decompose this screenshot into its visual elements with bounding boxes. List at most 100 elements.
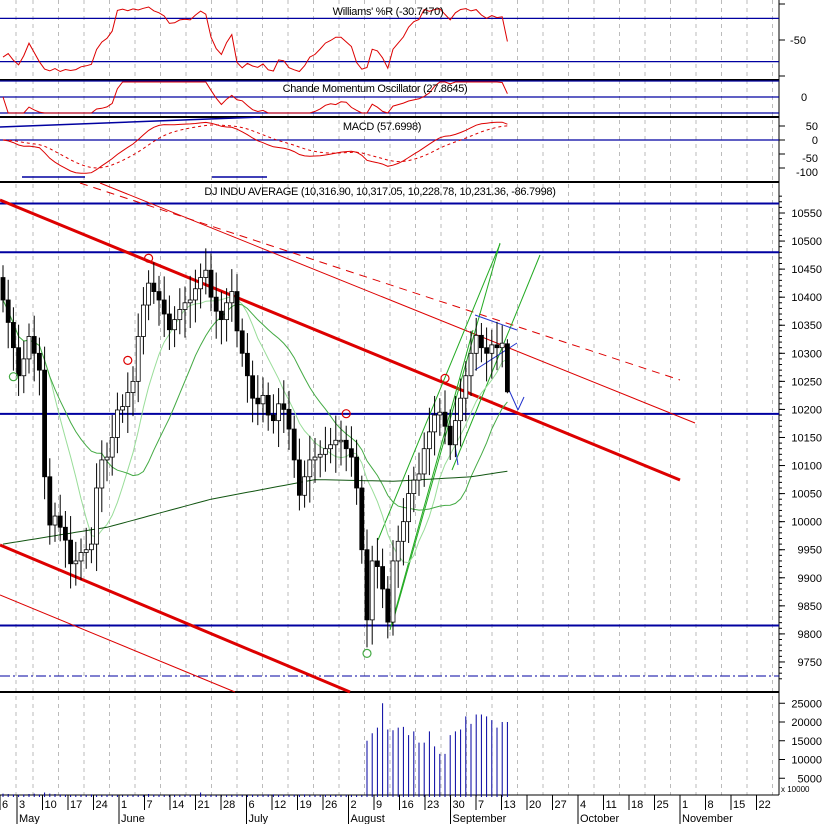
price-tick-label: 9850 <box>798 601 822 613</box>
candle-body <box>203 269 209 278</box>
signal-hand-icon <box>8 372 18 382</box>
macd-tick-label: -50 <box>802 153 818 165</box>
date-label: 25 <box>657 799 669 811</box>
candle-body <box>166 313 172 331</box>
candle-body <box>208 269 214 298</box>
candle-body <box>286 409 292 430</box>
date-label: 21 <box>198 799 210 811</box>
candle-body <box>421 448 427 475</box>
volume-tick-label: 25000 <box>791 698 822 710</box>
candle-body <box>452 420 458 446</box>
candle-body <box>31 336 37 354</box>
date-label: 19 <box>300 799 312 811</box>
candle-body <box>400 521 406 542</box>
date-label: 30 <box>453 799 465 811</box>
candle-body <box>42 369 47 478</box>
candle-body <box>63 526 68 541</box>
date-label: 1 <box>121 799 127 811</box>
candle-body <box>78 552 84 562</box>
candle-body <box>255 397 261 405</box>
macd-signal-line <box>2 124 508 169</box>
candle-body <box>302 476 308 496</box>
price-tick-label: 10200 <box>791 404 822 416</box>
candle-body <box>458 397 464 422</box>
date-label: 12 <box>274 799 286 811</box>
price-tick-label: 9900 <box>798 573 822 585</box>
candle-body <box>26 336 32 360</box>
candle-body <box>437 411 443 416</box>
candle-body <box>244 352 250 377</box>
candle-body <box>47 476 53 526</box>
candle-body <box>73 560 79 565</box>
date-label: 27 <box>555 799 567 811</box>
candle-body <box>94 487 99 545</box>
candle-body <box>333 439 339 446</box>
macd-panel <box>0 116 779 178</box>
date-label: 1 <box>682 799 688 811</box>
candle-body <box>468 352 474 377</box>
candle-body <box>385 588 391 623</box>
month-label: October <box>580 813 619 824</box>
price-tick-label: 10250 <box>791 376 822 388</box>
date-label: 6 <box>249 799 255 811</box>
macd-tick-label: 0 <box>812 135 818 147</box>
volume-tick-label: 10000 <box>791 755 822 767</box>
candle-body <box>270 414 276 422</box>
channel-line <box>389 329 474 631</box>
candle-body <box>156 291 162 301</box>
candle-body <box>125 392 131 408</box>
candle-body <box>151 282 157 292</box>
price-tick-label: 9950 <box>798 545 822 557</box>
candle-body <box>146 282 152 306</box>
price-tick-label: 10400 <box>791 292 822 304</box>
candle-body <box>406 493 412 523</box>
candle-body <box>489 344 495 354</box>
price-tick-label: 10300 <box>791 348 822 360</box>
signal-hand-icon <box>144 253 154 263</box>
volume-unit-label: x 10000 <box>781 785 810 794</box>
date-label: 8 <box>708 799 714 811</box>
price-title: DJ INDU AVERAGE (10,316.90, 10,317.05, 1… <box>204 186 555 198</box>
cmo-tick-label: 0 <box>801 92 807 104</box>
candle-body <box>432 414 438 433</box>
month-label: May <box>19 813 40 824</box>
trend-line <box>99 182 696 424</box>
candle-body <box>359 487 365 551</box>
cmo-panel <box>0 80 779 114</box>
candle-body <box>177 309 183 321</box>
price-tick-label: 10100 <box>791 461 822 473</box>
date-label: 16 <box>402 799 414 811</box>
candle-body <box>348 448 354 458</box>
macd-line <box>2 121 508 174</box>
candle-body <box>312 456 318 461</box>
williams-r-panel <box>0 6 779 73</box>
candle-body <box>307 459 313 478</box>
candle-body <box>322 448 328 455</box>
date-label: 17 <box>70 799 82 811</box>
date-label: 20 <box>529 799 541 811</box>
date-label: 26 <box>325 799 337 811</box>
channel-line <box>377 243 501 541</box>
candle-body <box>291 428 297 461</box>
price-panel <box>0 182 779 694</box>
date-label: 14 <box>172 799 184 811</box>
candle-body <box>416 473 422 481</box>
macd-tick-label: 50 <box>806 121 818 133</box>
date-label: 7 <box>478 799 484 811</box>
month-label: July <box>249 813 269 824</box>
signal-hand-icon <box>362 648 372 658</box>
candle-body <box>411 479 417 494</box>
macd-title: MACD (57.6998) <box>343 121 421 133</box>
price-tick-label: 9750 <box>798 657 822 669</box>
williams-r-title: Williams' %R (-30.7470) <box>333 6 444 18</box>
pattern-line <box>508 389 519 411</box>
candle-body <box>239 330 245 354</box>
price-tick-label: 9800 <box>798 629 822 641</box>
volume-tick-label: 15000 <box>791 736 822 748</box>
candle-body <box>265 394 271 416</box>
candle-body <box>354 456 360 489</box>
candle-body <box>99 459 105 489</box>
candle-body <box>442 411 448 427</box>
candle-body <box>296 459 302 496</box>
